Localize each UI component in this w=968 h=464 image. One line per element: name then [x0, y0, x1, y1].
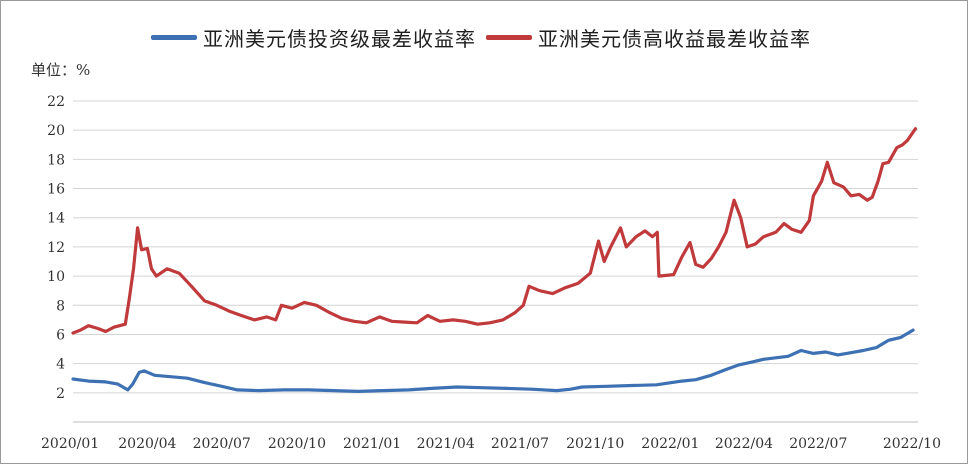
y-tick-label-16: 16: [47, 182, 65, 198]
x-tick-label-2021-01: 2021/01: [343, 436, 401, 452]
y-tick-label-18: 18: [47, 152, 65, 168]
y-tick-label-6: 6: [56, 327, 65, 343]
x-tick-label-2021-10: 2021/10: [566, 436, 624, 452]
y-tick-label-8: 8: [56, 298, 65, 314]
y-tick-label-12: 12: [47, 240, 65, 256]
x-tick-label-2022-04: 2022/04: [715, 436, 773, 452]
x-tick-label-2022-01: 2022/01: [641, 436, 699, 452]
chart-legend: 亚洲美元债投资级最差收益率 亚洲美元债高收益最差收益率: [151, 23, 811, 52]
x-tick-label-2020-04: 2020/04: [118, 436, 176, 452]
legend-item-investment-grade: 亚洲美元债投资级最差收益率: [151, 23, 476, 52]
y-axis-unit-label: 单位：%: [31, 61, 91, 79]
y-tick-label-4: 4: [56, 357, 65, 373]
legend-label-high-yield: 亚洲美元债高收益最差收益率: [538, 27, 811, 51]
x-tick-label-2021-07: 2021/07: [491, 436, 549, 452]
x-tick-label-2020-01: 2020/01: [41, 436, 99, 452]
series-line-investment-grade: [71, 328, 915, 393]
series-line-high-yield: [71, 127, 918, 335]
x-tick-label-2020-07: 2020/07: [193, 436, 251, 452]
x-tick-label-2022-07: 2022/07: [789, 436, 847, 452]
y-tick-label-14: 14: [47, 211, 65, 227]
x-tick-label-2022-10: 2022/10: [883, 436, 941, 452]
x-tick-label-2020-10: 2020/10: [268, 436, 326, 452]
y-tick-label-20: 20: [47, 123, 65, 139]
y-tick-label-22: 22: [47, 94, 65, 110]
legend-item-high-yield: 亚洲美元债高收益最差收益率: [486, 23, 811, 52]
y-tick-label-2: 2: [56, 386, 65, 402]
legend-label-investment-grade: 亚洲美元债投资级最差收益率: [203, 27, 476, 51]
legend-swatch-high-yield: [486, 35, 532, 40]
legend-swatch-investment-grade: [151, 35, 197, 40]
y-tick-label-10: 10: [47, 269, 65, 285]
x-tick-label-2021-04: 2021/04: [417, 436, 475, 452]
